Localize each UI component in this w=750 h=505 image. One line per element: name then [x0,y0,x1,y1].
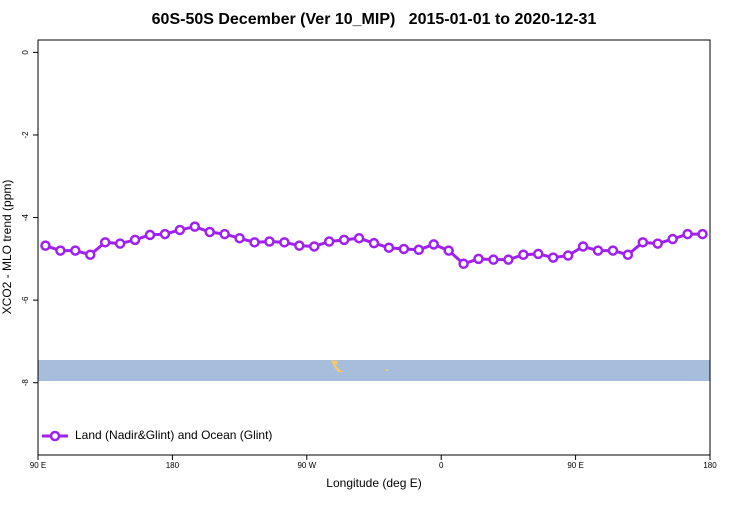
x-axis-label: Longitude (deg E) [326,476,421,490]
data-point [99,237,111,248]
data-point [309,241,320,252]
data-point [533,248,544,260]
y-tick-label: -4 [21,213,30,221]
data-point [413,244,425,256]
data-point [204,226,215,238]
data-point [234,232,245,244]
data-point [40,240,51,251]
data-point [697,228,708,240]
data-point [85,249,96,260]
data-point [264,236,275,247]
y-axis-label: XCO2 - MLO trend (ppm) [0,180,14,315]
data-point [114,238,126,249]
land-patch [386,369,388,371]
data-point [398,243,410,255]
data-point [323,236,335,247]
x-tick-label: 90 E [30,461,46,470]
data-point [294,240,305,251]
data-point [174,224,186,236]
x-tick-label: 180 [166,461,180,470]
x-tick-label: 90 W [297,461,316,470]
data-point [637,237,649,248]
data-point [144,229,156,241]
y-tick-label: -6 [21,296,30,304]
legend-label: Land (Nadir&Glint) and Ocean (Glint) [75,428,272,442]
y-tick-label: -2 [21,131,30,139]
data-point [70,245,81,256]
data-point [547,252,559,263]
data-point [279,237,290,248]
data-point [592,245,604,256]
y-tick-label: 0 [21,50,30,55]
data-point [562,250,574,261]
legend-marker [49,430,61,442]
data-point [607,245,619,256]
y-tick-label: -8 [21,379,30,387]
data-point [503,254,514,265]
data-point [667,233,678,245]
land-patch [331,360,344,372]
data-point [219,228,230,240]
data-point [622,249,634,260]
data-point [488,254,499,265]
data-point [473,253,484,265]
data-point [458,258,469,270]
map-strip [38,360,710,381]
data-point [428,239,439,250]
plot-frame [37,39,711,456]
data-point [338,234,350,246]
x-tick-label: 0 [439,461,444,470]
data-point [55,245,66,256]
data-point [443,245,454,256]
x-tick-label: 90 E [567,461,583,470]
x-tick-label: 180 [703,461,717,470]
data-point [682,228,693,240]
data-point [189,221,201,232]
data-point [577,241,589,252]
data-point [159,228,171,240]
data-point [383,242,395,253]
data-point [518,249,529,260]
data-point [249,237,260,248]
chart-title: 60S-50S December (Ver 10_MIP) 2015-01-01… [152,11,597,28]
data-point [353,232,365,244]
data-point [129,234,141,246]
data-point [368,237,380,249]
data-point [652,238,663,249]
